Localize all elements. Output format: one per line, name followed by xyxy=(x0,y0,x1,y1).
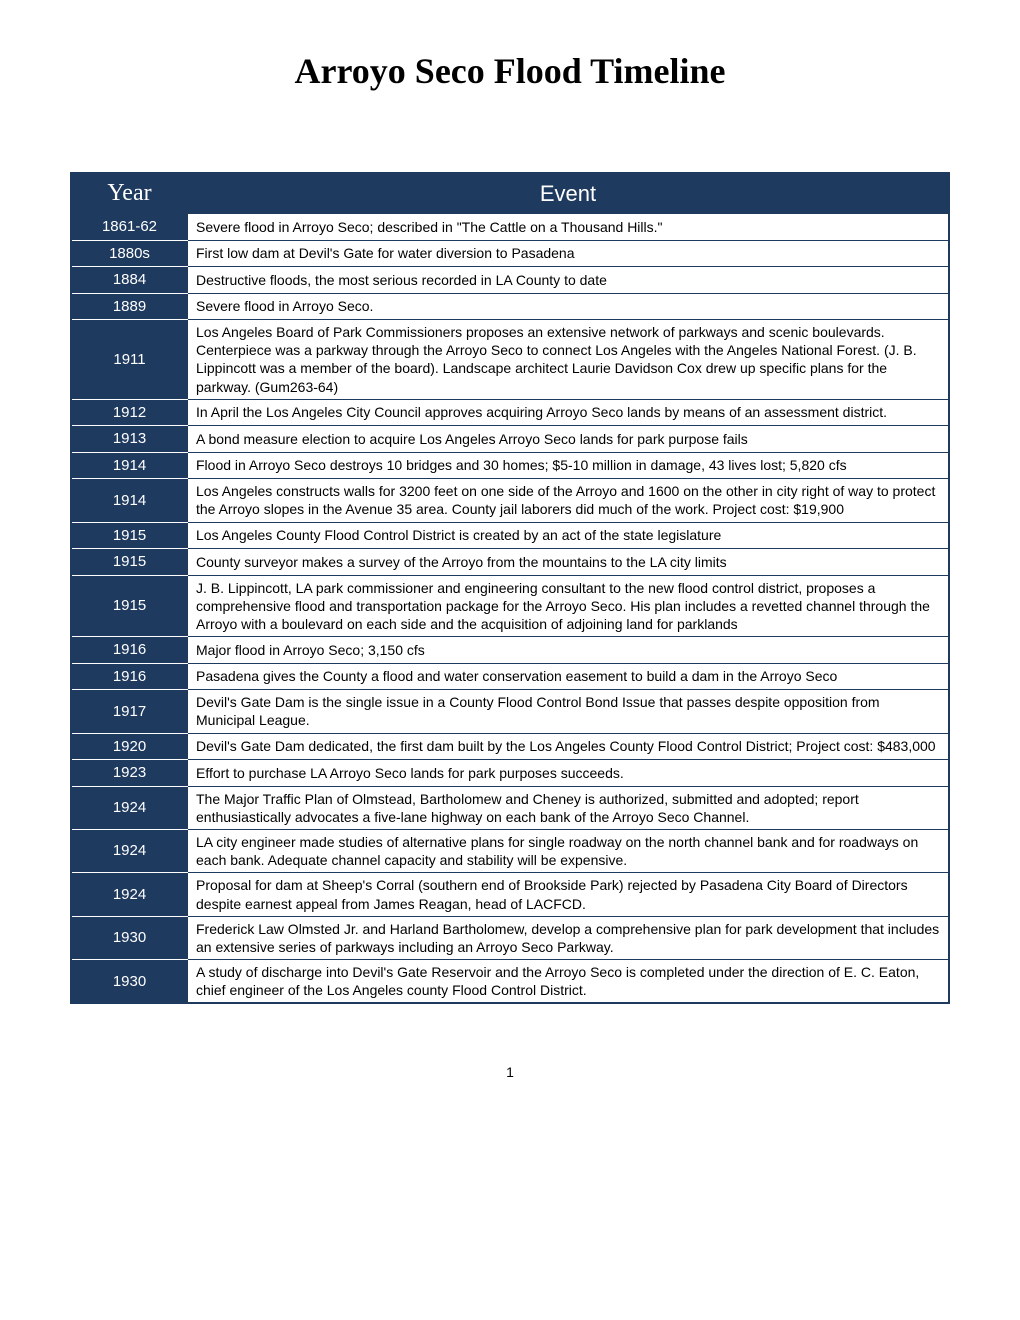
event-cell: LA city engineer made studies of alterna… xyxy=(188,829,950,872)
event-cell: Severe flood in Arroyo Seco. xyxy=(188,293,950,320)
year-cell: 1915 xyxy=(71,549,188,576)
table-row: 1912In April the Los Angeles City Counci… xyxy=(71,399,949,426)
year-cell: 1924 xyxy=(71,873,188,916)
year-cell: 1913 xyxy=(71,426,188,453)
event-cell: Effort to purchase LA Arroyo Seco lands … xyxy=(188,760,950,787)
year-cell: 1916 xyxy=(71,663,188,690)
table-row: 1924LA city engineer made studies of alt… xyxy=(71,829,949,872)
table-row: 1924Proposal for dam at Sheep's Corral (… xyxy=(71,873,949,916)
table-row: 1914Los Angeles constructs walls for 320… xyxy=(71,479,949,522)
event-cell: Devil's Gate Dam dedicated, the first da… xyxy=(188,733,950,760)
event-cell: Destructive floods, the most serious rec… xyxy=(188,267,950,294)
event-cell: In April the Los Angeles City Council ap… xyxy=(188,399,950,426)
table-row: 1915County surveyor makes a survey of th… xyxy=(71,549,949,576)
event-cell: A bond measure election to acquire Los A… xyxy=(188,426,950,453)
year-cell: 1861-62 xyxy=(71,214,188,241)
table-row: 1916Pasadena gives the County a flood an… xyxy=(71,663,949,690)
table-row: 1915J. B. Lippincott, LA park commission… xyxy=(71,575,949,637)
event-cell: The Major Traffic Plan of Olmstead, Bart… xyxy=(188,786,950,829)
table-row: 1884Destructive floods, the most serious… xyxy=(71,267,949,294)
table-row: 1930Frederick Law Olmsted Jr. and Harlan… xyxy=(71,916,949,959)
event-cell: Major flood in Arroyo Seco; 3,150 cfs xyxy=(188,637,950,664)
table-row: 1917Devil's Gate Dam is the single issue… xyxy=(71,690,949,733)
table-row: 1889Severe flood in Arroyo Seco. xyxy=(71,293,949,320)
table-row: 1913A bond measure election to acquire L… xyxy=(71,426,949,453)
event-cell: J. B. Lippincott, LA park commissioner a… xyxy=(188,575,950,637)
year-cell: 1912 xyxy=(71,399,188,426)
page-title: Arroyo Seco Flood Timeline xyxy=(70,50,950,92)
table-row: 1880sFirst low dam at Devil's Gate for w… xyxy=(71,240,949,267)
event-cell: A study of discharge into Devil's Gate R… xyxy=(188,960,950,1004)
year-cell: 1917 xyxy=(71,690,188,733)
event-cell: Flood in Arroyo Seco destroys 10 bridges… xyxy=(188,452,950,479)
table-row: 1923Effort to purchase LA Arroyo Seco la… xyxy=(71,760,949,787)
event-cell: Devil's Gate Dam is the single issue in … xyxy=(188,690,950,733)
table-row: 1924The Major Traffic Plan of Olmstead, … xyxy=(71,786,949,829)
table-row: 1914Flood in Arroyo Seco destroys 10 bri… xyxy=(71,452,949,479)
year-cell: 1914 xyxy=(71,479,188,522)
year-cell: 1915 xyxy=(71,522,188,549)
header-event: Event xyxy=(188,173,950,214)
year-cell: 1920 xyxy=(71,733,188,760)
header-year: Year xyxy=(71,173,188,214)
event-cell: Los Angeles constructs walls for 3200 fe… xyxy=(188,479,950,522)
year-cell: 1930 xyxy=(71,916,188,959)
year-cell: 1914 xyxy=(71,452,188,479)
year-cell: 1930 xyxy=(71,960,188,1004)
event-cell: Severe flood in Arroyo Seco; described i… xyxy=(188,214,950,241)
event-cell: Los Angeles Board of Park Commissioners … xyxy=(188,320,950,400)
year-cell: 1924 xyxy=(71,829,188,872)
year-cell: 1924 xyxy=(71,786,188,829)
event-cell: First low dam at Devil's Gate for water … xyxy=(188,240,950,267)
year-cell: 1884 xyxy=(71,267,188,294)
year-cell: 1915 xyxy=(71,575,188,637)
event-cell: Pasadena gives the County a flood and wa… xyxy=(188,663,950,690)
table-header-row: Year Event xyxy=(71,173,949,214)
page-number: 1 xyxy=(70,1064,950,1080)
table-row: 1911Los Angeles Board of Park Commission… xyxy=(71,320,949,400)
year-cell: 1889 xyxy=(71,293,188,320)
table-row: 1915Los Angeles County Flood Control Dis… xyxy=(71,522,949,549)
table-row: 1920Devil's Gate Dam dedicated, the firs… xyxy=(71,733,949,760)
event-cell: Los Angeles County Flood Control Distric… xyxy=(188,522,950,549)
table-row: 1916Major flood in Arroyo Seco; 3,150 cf… xyxy=(71,637,949,664)
event-cell: County surveyor makes a survey of the Ar… xyxy=(188,549,950,576)
year-cell: 1916 xyxy=(71,637,188,664)
table-row: 1930A study of discharge into Devil's Ga… xyxy=(71,960,949,1004)
timeline-table: Year Event 1861-62Severe flood in Arroyo… xyxy=(70,172,950,1004)
event-cell: Frederick Law Olmsted Jr. and Harland Ba… xyxy=(188,916,950,959)
year-cell: 1923 xyxy=(71,760,188,787)
event-cell: Proposal for dam at Sheep's Corral (sout… xyxy=(188,873,950,916)
table-row: 1861-62Severe flood in Arroyo Seco; desc… xyxy=(71,214,949,241)
year-cell: 1911 xyxy=(71,320,188,400)
year-cell: 1880s xyxy=(71,240,188,267)
